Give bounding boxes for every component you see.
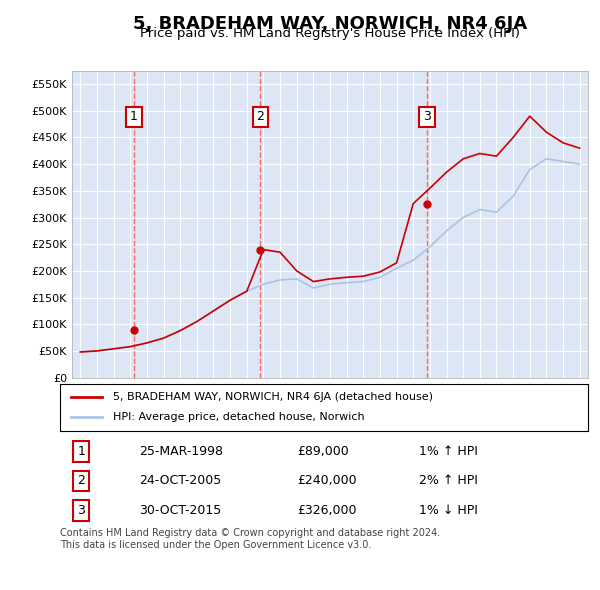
- Text: 5, BRADEHAM WAY, NORWICH, NR4 6JA (detached house): 5, BRADEHAM WAY, NORWICH, NR4 6JA (detac…: [113, 392, 433, 402]
- Text: 2: 2: [256, 110, 265, 123]
- Text: 24-OCT-2005: 24-OCT-2005: [139, 474, 221, 487]
- Text: 2% ↑ HPI: 2% ↑ HPI: [419, 474, 478, 487]
- Text: 1: 1: [77, 445, 85, 458]
- Text: 30-OCT-2015: 30-OCT-2015: [139, 504, 221, 517]
- Text: 1% ↑ HPI: 1% ↑ HPI: [419, 445, 478, 458]
- Text: 2: 2: [77, 474, 85, 487]
- Text: Price paid vs. HM Land Registry's House Price Index (HPI): Price paid vs. HM Land Registry's House …: [140, 27, 520, 40]
- Text: 3: 3: [77, 504, 85, 517]
- Text: £240,000: £240,000: [298, 474, 357, 487]
- Text: 25-MAR-1998: 25-MAR-1998: [139, 445, 223, 458]
- Text: HPI: Average price, detached house, Norwich: HPI: Average price, detached house, Norw…: [113, 412, 364, 422]
- Text: 1: 1: [130, 110, 138, 123]
- Text: 3: 3: [423, 110, 431, 123]
- Text: 1% ↓ HPI: 1% ↓ HPI: [419, 504, 478, 517]
- Text: £89,000: £89,000: [298, 445, 349, 458]
- Text: 5, BRADEHAM WAY, NORWICH, NR4 6JA: 5, BRADEHAM WAY, NORWICH, NR4 6JA: [133, 15, 527, 33]
- Text: £326,000: £326,000: [298, 504, 357, 517]
- Text: Contains HM Land Registry data © Crown copyright and database right 2024.
This d: Contains HM Land Registry data © Crown c…: [60, 528, 440, 550]
